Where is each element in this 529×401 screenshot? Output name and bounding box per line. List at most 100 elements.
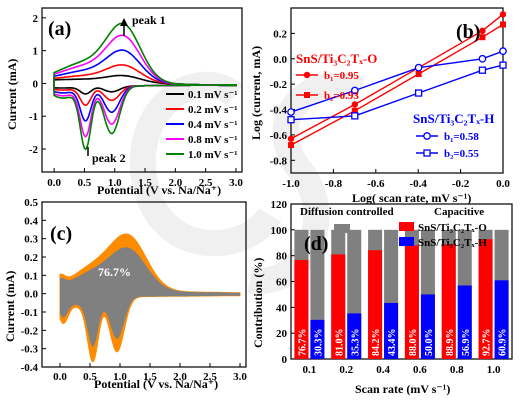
d-bar-label: 50.0% [424, 329, 435, 357]
d-bar-label: 56.9% [461, 329, 472, 357]
a-legend-label: 1.0 mV s⁻¹ [188, 149, 238, 161]
c-ytick-label: 0.2 [24, 252, 38, 264]
b-point [479, 34, 486, 41]
panel-label-d: (d) [304, 233, 328, 255]
panel-label-c: (c) [50, 223, 72, 245]
c-ytick-label: 0.4 [24, 215, 38, 227]
c-ytick-label: -0.1 [21, 307, 38, 319]
d-xtick-label: 0.6 [413, 364, 427, 376]
cv-curve [53, 22, 237, 151]
b-xtick-label: 0.0 [496, 178, 510, 190]
b-point [499, 61, 507, 69]
a-ytick-label: 2 [33, 13, 39, 25]
panel-c-ticks: 0.0 0.5 1.0 1.5 2.0 2.5 3.0 -0.4 -0.3 -0.2 -0.1 0.0… [21, 197, 248, 383]
d-bar-label: 76.7% [297, 329, 308, 357]
d-capacitive-bar [420, 294, 435, 359]
b-point [414, 89, 423, 97]
d-capacitive-bar [441, 244, 456, 359]
d-capacitive-bar [478, 239, 493, 359]
b-legend-label: b₁=0.58 [444, 131, 479, 143]
b-point [479, 27, 486, 35]
b-ytick-label: -0.8 [270, 155, 288, 167]
a-xtick-label: 1.0 [108, 177, 122, 189]
panel-b: -1.0 -0.8 -0.6 -0.4 -0.2 0.0 -0.8 -0.6 -0.4 -0.2 0… [249, 7, 511, 205]
c-ytick-label: -0.3 [21, 344, 39, 356]
b-point [499, 11, 507, 18]
legend-h: SnS/Ti₃C₂Tₓ-H [418, 237, 487, 249]
d-bar-label: 84.2% [371, 329, 382, 357]
panel-d: 0 20 40 60 80 100 120 0.1 0.2 0.4 0.6 0.8 1.0 76.7% 3… [251, 199, 513, 396]
legend-diffusion: Diffusion controlled [300, 206, 394, 218]
panel-c: 0.0 0.5 1.0 1.5 2.0 2.5 3.0 -0.4 -0.3 -0.2 -0.1 0.0… [3, 197, 247, 391]
a-legend-label: 0.2 mV s⁻¹ [188, 104, 238, 116]
panel-d-ylabel: Contribution (%) [251, 258, 265, 348]
c-ytick-label: -0.2 [21, 325, 39, 337]
panel-a-ticks: 0.0 0.5 1.0 1.5 2.0 2.5 3.0 -2 -1 0 1 2 [29, 13, 243, 189]
panel-b-xlabel: Log( scan rate, mV s⁻¹) [352, 191, 471, 205]
c-ytick-label: 0.1 [24, 270, 38, 282]
panel-d-bars: 76.7% 30.3% 81.0% 35.3% 84.2% 43.4% 88.0% 50.0%… [294, 229, 509, 359]
panel-c-xlabel: Potential (V vs. Na/Na⁺) [94, 377, 218, 391]
a-xtick-label: 3.0 [229, 177, 243, 189]
panel-a-curves [53, 22, 237, 151]
d-capacitive-bar [347, 313, 362, 359]
panel-a-legend: 0.1 mV s⁻¹ 0.2 mV s⁻¹ 0.4 mV s⁻¹ 0.8 mV s⁻¹… [166, 89, 238, 161]
panel-label-a: (a) [48, 18, 71, 40]
c-xtick-label: 3.0 [233, 371, 247, 383]
a-xtick-label: 0.5 [78, 177, 92, 189]
c-ytick-label: -0.4 [21, 362, 39, 374]
b-point [287, 135, 295, 142]
d-capacitive-bar [494, 280, 509, 359]
b-point [288, 142, 294, 149]
panel-d-ticks: 0 20 40 60 80 100 120 0.1 0.2 0.4 0.6 0.8 1.0 [271, 199, 501, 376]
b-point [350, 86, 359, 95]
legend-o-swatch [399, 222, 414, 231]
panel-c-ylabel: Current (mA) [3, 271, 17, 342]
d-ytick-label: 60 [276, 277, 288, 289]
panel-a: 0.0 0.5 1.0 1.5 2.0 2.5 3.0 -2 -1 0 1 2 (a) Potenti… [5, 7, 243, 197]
b-xtick-label: -0.2 [452, 178, 470, 190]
b-xtick-label: -0.4 [409, 178, 427, 190]
a-xtick-label: 2.0 [168, 177, 182, 189]
c-xtick-label: 1.0 [113, 371, 127, 383]
d-xtick-label: 0.1 [303, 364, 317, 376]
d-bar-label: 81.0% [334, 329, 345, 357]
c-xtick-label: 2.5 [203, 371, 217, 383]
d-ytick-label: 80 [276, 251, 288, 263]
d-capacitive-bar [331, 254, 346, 359]
d-xtick-label: 1.0 [487, 364, 501, 376]
b-xtick-label: -0.8 [325, 178, 343, 190]
a-ytick-label: -1 [29, 111, 38, 123]
d-ytick-label: 0 [282, 354, 288, 366]
b-group-o: SnS/Ti₃C₂Tₓ-O [296, 51, 377, 66]
d-ytick-label: 120 [271, 199, 288, 211]
b-point [414, 63, 423, 72]
b-point [303, 71, 311, 79]
b-point [351, 101, 359, 108]
panel-c-percent: 76.7% [98, 265, 131, 279]
b-group-h: SnS/Ti₃C₂Tₓ-H [413, 111, 494, 126]
b-point [287, 116, 295, 124]
d-bar-label: 43.4% [387, 329, 398, 357]
b-point [499, 47, 507, 56]
panel-b-ticks: -1.0 -0.8 -0.6 -0.4 -0.2 0.0 -0.8 -0.6 -0.4 -0.2 0… [270, 28, 511, 190]
panel-b-lines [287, 11, 507, 149]
d-capacitive-bar [368, 250, 383, 359]
a-xtick-label: 2.5 [199, 177, 213, 189]
b-point [423, 149, 431, 157]
panel-a-ylabel: Current (mA) [5, 59, 19, 130]
d-xtick-label: 0.8 [450, 364, 464, 376]
b-point [500, 21, 506, 28]
b-point [423, 132, 431, 140]
a-legend-label: 0.1 mV s⁻¹ [188, 89, 238, 101]
d-capacitive-bar [294, 259, 309, 359]
b-point [304, 92, 310, 98]
panel-b-ylabel: Log (current, mA) [249, 46, 263, 140]
d-xtick-label: 0.4 [376, 364, 390, 376]
d-ytick-label: 20 [276, 328, 288, 340]
legend-h-swatch [399, 237, 414, 246]
a-ytick-label: -2 [29, 144, 39, 156]
b-xtick-label: -0.6 [367, 178, 385, 190]
a-legend-label: 0.8 mV s⁻¹ [188, 134, 238, 146]
